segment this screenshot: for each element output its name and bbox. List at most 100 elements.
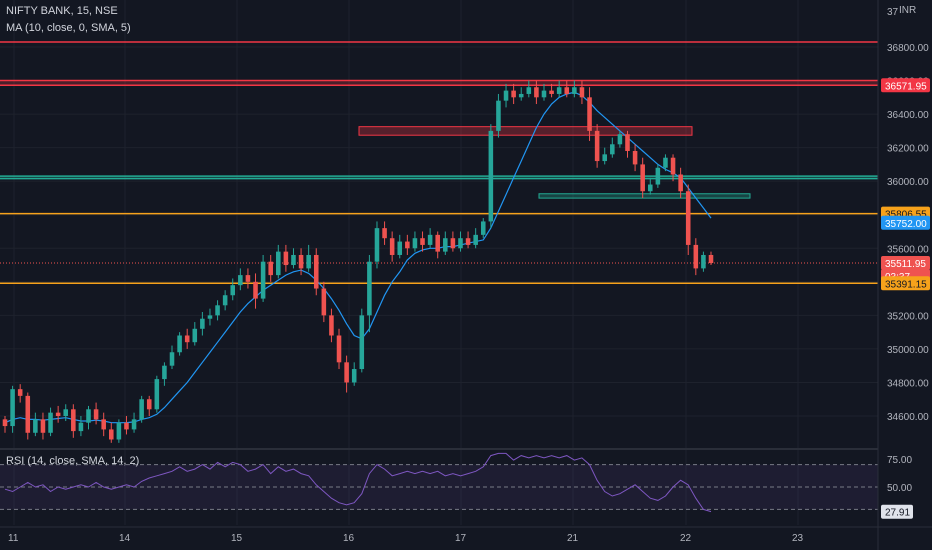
- candle: [640, 157, 645, 198]
- time-axis[interactable]: 11 14 15 16 17 21 22 23: [0, 526, 932, 544]
- candle: [541, 83, 547, 101]
- candle-body: [412, 238, 418, 249]
- candle-body: [245, 275, 251, 282]
- candle-body: [610, 144, 615, 155]
- rsi-band: [0, 464, 878, 510]
- candle: [564, 80, 570, 98]
- candle: [693, 238, 699, 276]
- x-tick-label: 16: [343, 533, 355, 544]
- candle-body: [693, 244, 699, 269]
- candle-body: [253, 281, 258, 299]
- y-tick-label: 35000.00: [887, 345, 929, 356]
- candle: [313, 248, 319, 296]
- candle: [594, 124, 600, 168]
- candle-body: [344, 362, 349, 383]
- candle-body: [602, 154, 607, 162]
- candle: [701, 251, 706, 272]
- candle: [534, 80, 539, 105]
- x-tick-label: 22: [680, 533, 692, 544]
- y-tick-label: 35200.00: [887, 311, 929, 322]
- y-tick-label: 34800.00: [887, 378, 929, 389]
- candle-body: [40, 419, 46, 433]
- candle: [200, 312, 205, 336]
- price-badge-text: 35511.95: [885, 259, 926, 270]
- candle: [298, 248, 304, 276]
- candle: [503, 83, 509, 108]
- candle: [245, 268, 251, 289]
- candle: [124, 416, 129, 435]
- candle: [230, 278, 236, 301]
- candle: [306, 244, 311, 272]
- candle-body: [367, 261, 372, 316]
- candle-body: [146, 399, 152, 410]
- candle: [572, 80, 577, 98]
- candle-body: [572, 87, 577, 94]
- candle-body: [291, 254, 296, 266]
- y-tick-label: 37: [887, 7, 899, 18]
- candle-body: [647, 184, 653, 192]
- candle: [55, 405, 61, 423]
- candle: [169, 345, 175, 370]
- candle: [48, 407, 53, 437]
- candle-body: [124, 422, 129, 430]
- candle: [33, 412, 38, 437]
- rsi-legend[interactable]: RSI (14, close, SMA, 14, 2): [6, 455, 140, 467]
- candle-body: [222, 295, 228, 306]
- candle: [192, 322, 198, 346]
- candle: [549, 83, 554, 98]
- price-badge-text: 36571.95: [885, 81, 927, 92]
- candle: [458, 231, 463, 252]
- candle: [101, 412, 106, 437]
- x-tick-label: 11: [8, 533, 19, 544]
- symbol-title[interactable]: NIFTY BANK, 15, NSE: [6, 5, 118, 17]
- candle-body: [579, 87, 585, 98]
- candle: [647, 177, 653, 195]
- candle-body: [655, 167, 661, 185]
- rsi-line: [4, 452, 712, 513]
- ma-legend[interactable]: MA (10, close, 0, SMA, 5): [6, 22, 131, 34]
- candle: [625, 130, 630, 158]
- candle: [678, 167, 683, 198]
- candle: [139, 395, 144, 423]
- price-zone: [538, 193, 751, 199]
- candle: [260, 254, 266, 302]
- ma-line-group: [4, 91, 712, 424]
- candle: [518, 87, 524, 101]
- currency-label: INR: [899, 5, 917, 16]
- candle: [238, 268, 243, 291]
- candle: [556, 80, 562, 98]
- candle-body: [526, 87, 532, 94]
- candles: [2, 80, 714, 443]
- candle-body: [427, 234, 433, 245]
- candle-body: [139, 399, 144, 420]
- candle: [465, 231, 471, 249]
- candle-body: [397, 241, 403, 255]
- candle: [397, 234, 403, 259]
- candle-body: [549, 90, 554, 94]
- candle-body: [450, 238, 456, 249]
- candle-body: [215, 305, 220, 316]
- candle-body: [71, 409, 76, 432]
- candle: [617, 130, 623, 148]
- rsi-tick-label: 75.00: [887, 455, 912, 466]
- candle-body: [587, 97, 592, 131]
- candle-body: [435, 234, 440, 252]
- candle-body: [685, 191, 691, 245]
- candle-body: [93, 409, 99, 420]
- rsi-value-badge-text: 27.91: [885, 508, 910, 519]
- candle: [184, 328, 190, 349]
- price-badge: 36571.95: [881, 78, 930, 93]
- candle: [93, 402, 99, 425]
- candle-body: [48, 412, 53, 433]
- candle: [587, 87, 592, 141]
- candle-body: [86, 409, 91, 423]
- candle-body: [131, 419, 137, 430]
- candle: [2, 416, 8, 433]
- candle-body: [321, 288, 327, 316]
- candle: [222, 290, 228, 311]
- candle-body: [162, 365, 167, 380]
- candle-body: [298, 254, 304, 269]
- candle: [276, 244, 281, 279]
- candle-body: [480, 221, 486, 235]
